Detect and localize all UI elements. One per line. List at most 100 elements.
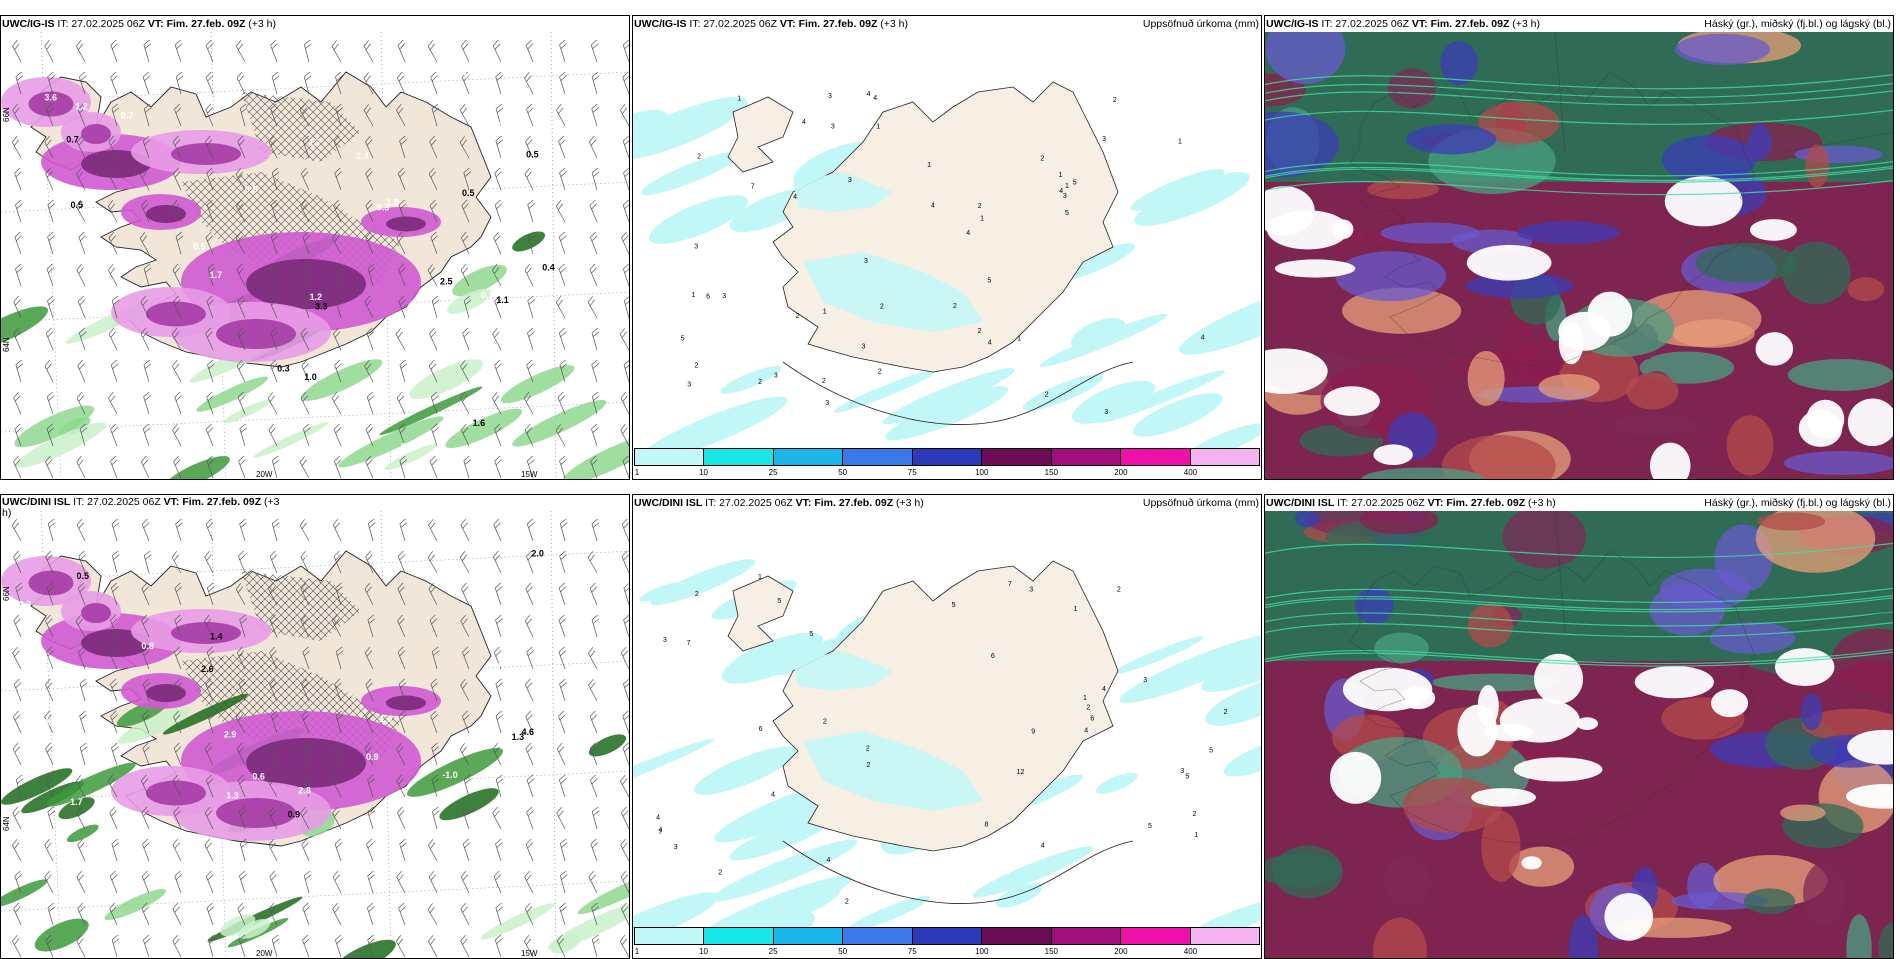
wind-barb [427,551,438,574]
wind-barb [623,582,629,606]
wind-barb-staff [303,875,310,894]
wind-barb-staff [462,333,470,351]
wind-barb-flag [528,203,535,209]
wind-barb [111,295,120,319]
wind-barb-flag [44,710,50,718]
wind-barb-staff [302,651,310,670]
wind-barb [172,295,182,319]
accum-value-label: 5 [1073,180,1077,187]
wind-barb-flag [304,299,311,305]
clear-sky-patch [1466,244,1552,281]
wind-barb-flag [493,267,500,274]
wind-barb-staff [589,269,598,287]
wind-barb-flag [12,646,18,654]
wind-barb-flag [238,746,245,753]
accum-value-label: 3 [1029,586,1033,593]
wind-barb [302,295,311,319]
wind-barb-staff [111,523,118,542]
wind-barb [621,231,629,255]
panel-clouds-top: UWC/IG-IS IT: 27.02.2025 06Z VT: Fim. 27… [1264,15,1894,480]
wind-barb-staff [45,173,54,191]
wind-barb-flag [427,551,434,558]
wind-barb-staff [460,45,470,63]
wind-barb-staff [173,461,182,479]
wind-barb-staff [364,301,374,319]
wind-barb [335,710,344,734]
wind-barb-flag [366,391,374,398]
wind-barb [301,838,310,862]
wind-barb-flag [302,331,308,338]
precip-band-green [512,231,546,252]
wind-barb-flag [495,902,502,909]
wind-barb-staff [463,300,470,319]
wind-barb [430,391,439,415]
wind-barb [366,327,374,351]
wind-barb-staff [77,844,86,862]
wind-barb-flag [46,391,54,398]
accum-value-label: 1 [876,124,880,131]
wind-barb [76,870,86,894]
wind-barb [493,646,502,670]
wind-barb-flag [174,938,180,945]
wind-barb-staff [111,108,118,127]
wind-barb-flag [624,139,629,146]
wind-barb-flag [561,842,568,848]
wind-barb [239,518,247,542]
wind-barb-flag [526,646,533,653]
wind-barb-staff [492,333,502,351]
wind-barb-flag [366,299,372,306]
wind-barb-flag [76,934,82,942]
wind-barb-staff [203,621,214,638]
lat-label-66n: 66N [2,107,11,122]
wind-barb-flag [558,263,565,270]
wind-barb [110,614,118,638]
wind-barb-flag [143,263,151,269]
accum-value-label: 1 [1194,832,1198,839]
wind-barb-flag [110,331,116,338]
wind-barb-staff [398,269,406,287]
wind-barb-flag [399,650,406,657]
wind-barb-staff [205,876,214,894]
wind-barb [397,614,406,638]
wind-barb [623,295,629,319]
accum-value-label: 1 [1178,139,1182,146]
wind-barb [427,264,438,287]
accum-value-label: 4 [873,95,877,102]
colorbar-tick-label: 150 [1044,947,1059,956]
wind-barb-flag [13,710,19,717]
border-line [1784,611,1893,632]
lat-label-64n: 64N [2,816,11,831]
wind-barb [44,359,54,383]
wind-barb-flag [239,554,246,561]
wind-barb [140,774,150,798]
panel-right-title: Háský (gr.), miðský (fj.bl.) og lágský (… [1704,18,1891,30]
wind-barb-flag [334,810,340,817]
wind-barb [364,742,374,766]
accum-value-label: 2 [758,379,762,386]
wind-barb-flag [398,199,405,206]
wind-barb [429,199,438,223]
wind-barb [203,615,214,638]
wind-barb [525,838,534,862]
precip-band-green [1,879,48,908]
cloud-patch [1359,511,1439,535]
wind-barb-flag [45,614,51,621]
wind-barb-staff [174,109,182,127]
wind-barb-flag [143,906,149,913]
wind-barb-flag [334,778,341,785]
wind-barb-flag [398,423,405,430]
wind-barb [527,295,535,319]
wind-barb [268,582,278,606]
wind-barb-flag [622,135,629,142]
wind-barb-flag [208,363,215,369]
wind-barb-staff [463,460,470,479]
wind-barb-flag [237,391,244,398]
wind-barb-staff [524,876,534,894]
wind-barb-flag [271,363,278,370]
wind-barb [430,71,438,95]
wind-barb-flag [300,582,307,590]
wind-barb-flag [623,614,629,621]
precip-value-label: 2.6 [201,664,214,674]
wind-barb [140,455,150,479]
wind-barb-flag [47,71,54,78]
